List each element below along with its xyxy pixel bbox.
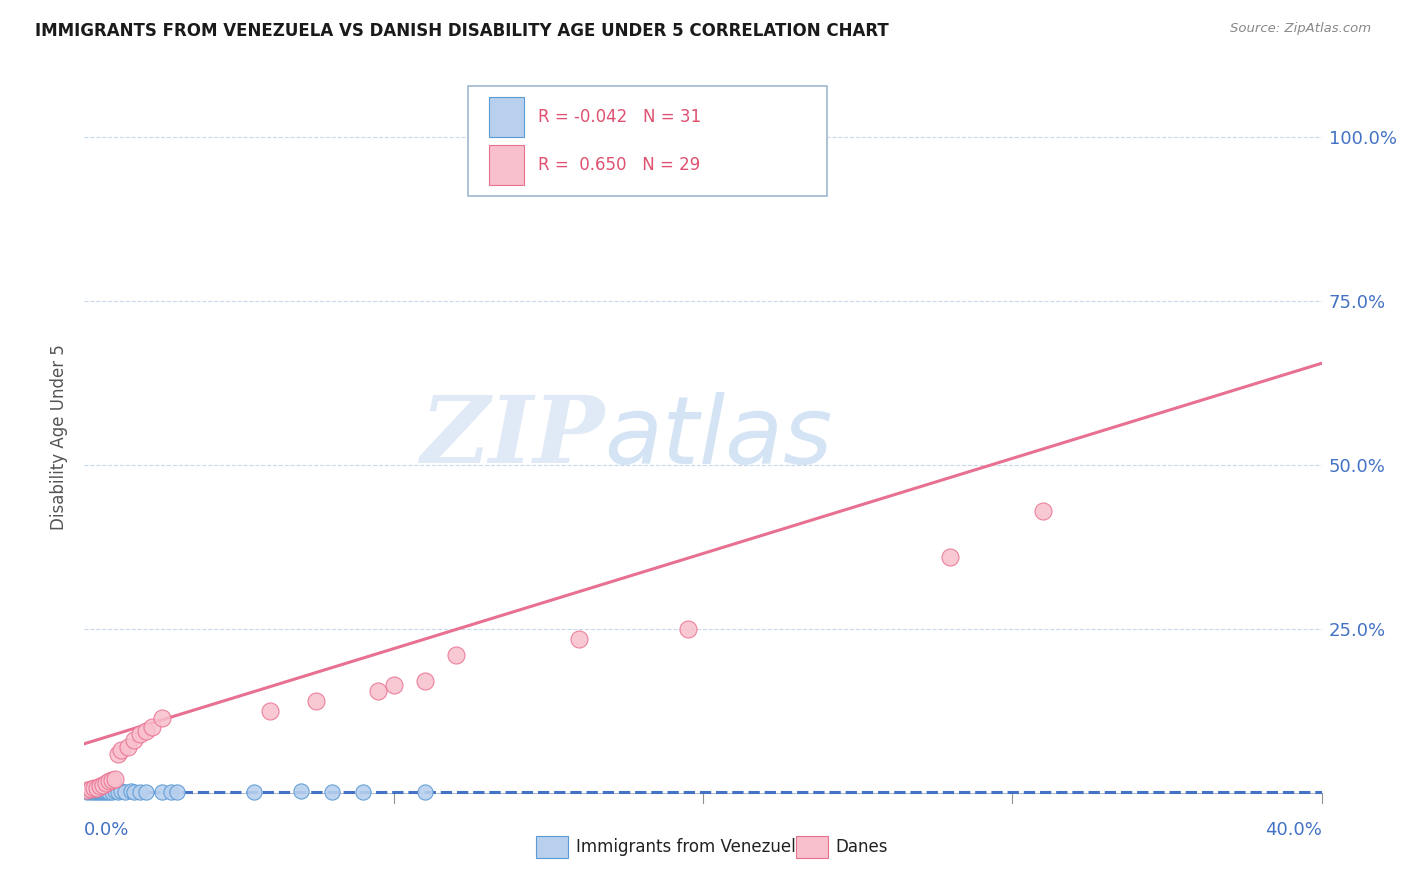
Point (110, 784, 132, 798)
Point (76, 782, 98, 797)
Point (135, 723, 157, 738)
Point (321, 784, 343, 798)
Text: 0.0%: 0.0% (84, 821, 129, 839)
Point (94, 776, 117, 790)
Point (86, 784, 108, 798)
Point (367, 684, 389, 698)
Point (98, 774, 121, 789)
Point (86, 784, 108, 798)
Point (141, 720, 163, 734)
Point (150, 784, 173, 798)
Point (1032, 504, 1054, 518)
Point (94, 784, 117, 798)
Text: R =  0.650   N = 29: R = 0.650 N = 29 (538, 156, 700, 174)
Point (150, 710, 173, 724)
Point (86, 780, 108, 795)
Y-axis label: Disability Age Under 5: Disability Age Under 5 (49, 344, 67, 530)
Point (413, 674, 436, 689)
Point (939, 549, 962, 564)
Bar (536, 836, 568, 858)
Point (83, 784, 105, 798)
Point (110, 743, 132, 757)
Point (89, 784, 111, 798)
Point (129, 784, 152, 798)
Point (117, 739, 139, 754)
Point (101, 784, 124, 798)
Text: Danes: Danes (835, 838, 887, 855)
Point (101, 772, 124, 787)
Point (129, 727, 152, 741)
Point (91, 784, 114, 798)
FancyBboxPatch shape (468, 86, 827, 195)
Point (568, 632, 591, 646)
Text: ZIP: ZIP (420, 392, 605, 482)
Text: R = -0.042   N = 31: R = -0.042 N = 31 (538, 108, 702, 126)
Point (104, 784, 127, 798)
Text: Source: ZipAtlas.com: Source: ZipAtlas.com (1230, 22, 1371, 36)
Bar (489, 145, 523, 185)
Point (135, 784, 157, 798)
Point (107, 747, 129, 761)
Point (160, 784, 183, 798)
Point (122, 784, 145, 798)
Point (382, 678, 405, 692)
Point (79, 784, 101, 798)
Text: Immigrants from Venezuela: Immigrants from Venezuela (575, 838, 806, 855)
Text: IMMIGRANTS FROM VENEZUELA VS DANISH DISABILITY AGE UNDER 5 CORRELATION CHART: IMMIGRANTS FROM VENEZUELA VS DANISH DISA… (35, 22, 889, 40)
Point (91, 778, 114, 792)
Point (89, 780, 111, 794)
Point (290, 784, 312, 798)
Point (83, 784, 105, 798)
Point (114, 784, 136, 798)
Point (120, 784, 142, 798)
Point (352, 784, 374, 798)
Point (166, 784, 188, 798)
Point (83, 780, 105, 795)
Point (76, 784, 98, 798)
Point (98, 784, 121, 798)
Point (107, 784, 129, 798)
Text: atlas: atlas (605, 392, 832, 483)
Point (79, 782, 101, 797)
Point (444, 648, 467, 663)
Bar (796, 836, 828, 858)
Point (259, 704, 281, 718)
Point (243, 784, 266, 798)
Point (79, 784, 101, 798)
Text: 40.0%: 40.0% (1265, 821, 1322, 839)
Bar (489, 97, 523, 137)
Point (94, 784, 117, 798)
Point (676, 622, 699, 636)
Point (413, 784, 436, 798)
Point (104, 772, 127, 786)
Point (305, 694, 328, 708)
Point (89, 784, 111, 798)
Point (91, 784, 114, 798)
Point (122, 733, 145, 747)
